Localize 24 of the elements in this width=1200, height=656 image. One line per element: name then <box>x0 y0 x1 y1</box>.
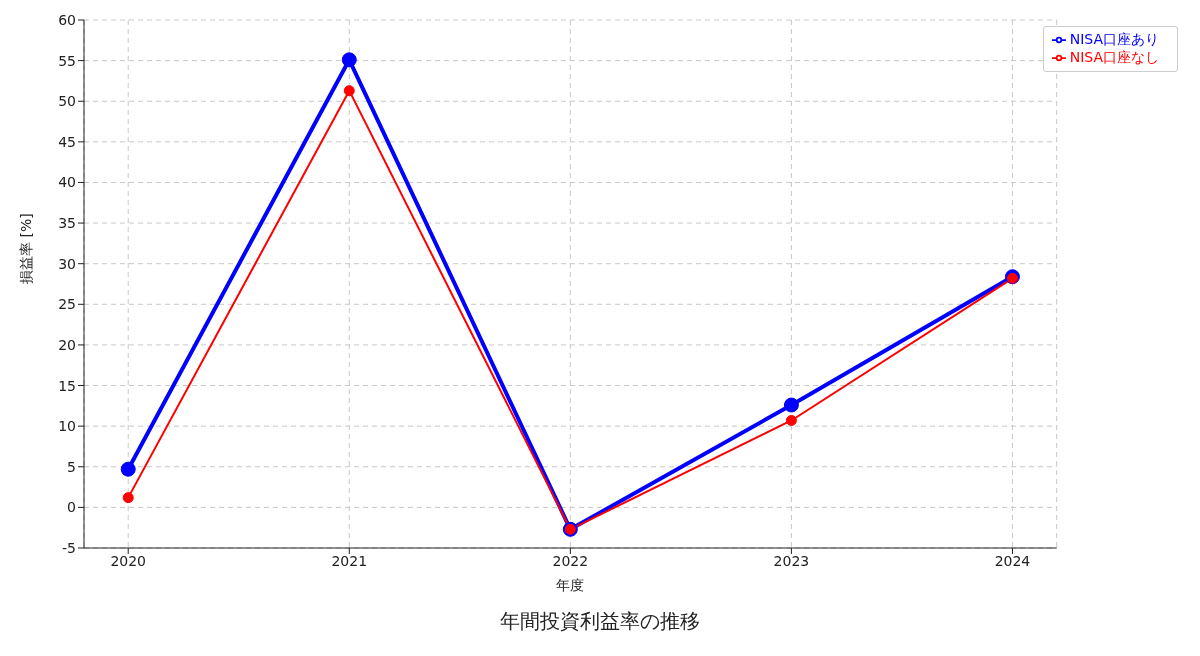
y-tick-label: 5 <box>67 458 76 475</box>
y-tick-label: 15 <box>58 377 76 394</box>
y-tick-label: 0 <box>67 499 76 516</box>
x-tick-label: 2020 <box>110 552 147 569</box>
y-tick-label: -5 <box>62 539 76 556</box>
legend-label: NISA口座なし <box>1069 49 1159 65</box>
x-tick-label: 2021 <box>331 552 368 569</box>
y-tick-label: 30 <box>58 255 76 272</box>
y-tick-label: 35 <box>58 215 76 232</box>
x-tick-label: 2024 <box>994 552 1031 569</box>
y-tick-label: 60 <box>58 11 76 28</box>
y-tick-label: 10 <box>58 418 76 435</box>
y-tick-label: 25 <box>58 296 76 313</box>
y-tick-label: 45 <box>58 133 76 150</box>
y-tick-label: 20 <box>58 336 76 353</box>
x-axis-title: 年度 <box>556 577 585 593</box>
y-axis-title: 損益率 [%] <box>17 213 34 284</box>
y-tick-label: 50 <box>58 93 76 110</box>
text: 年間投資利益率の推移 <box>499 608 701 635</box>
y-tick-label: 40 <box>58 174 76 191</box>
y-tick-label: 55 <box>58 52 76 69</box>
x-tick-label: 2023 <box>773 552 810 569</box>
x-tick-label: 2022 <box>552 552 589 569</box>
legend-label: NISA口座あり <box>1069 31 1159 47</box>
